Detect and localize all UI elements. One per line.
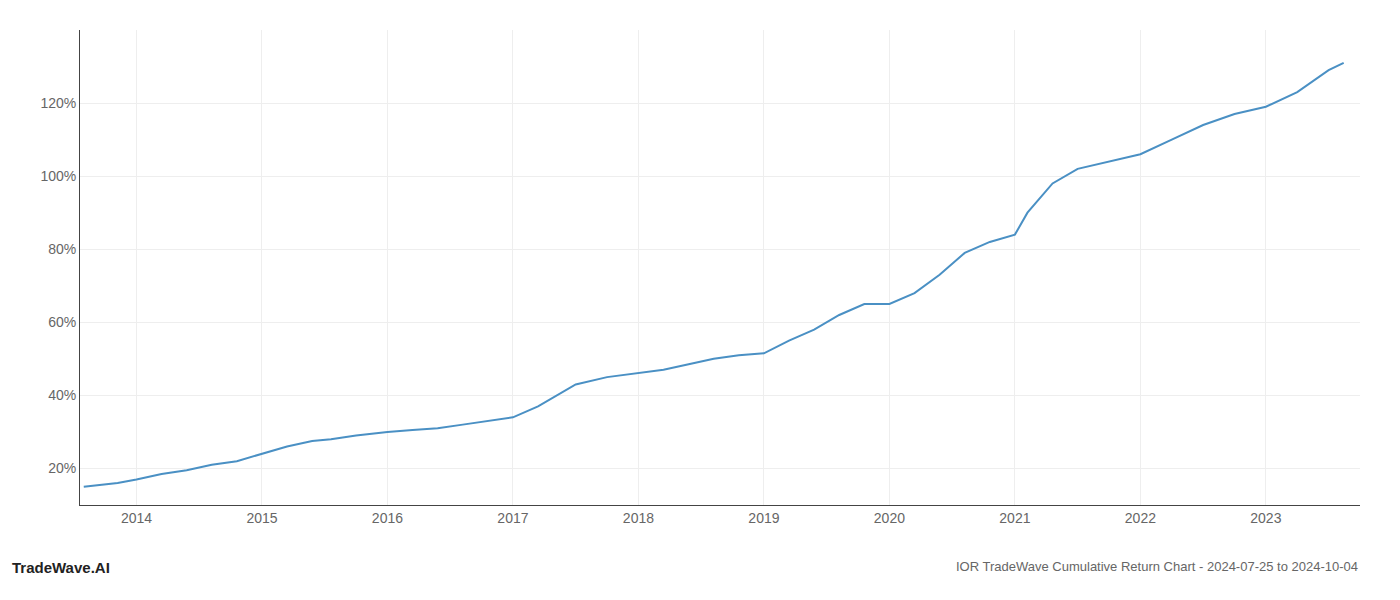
svg-text:IOR TradeWave Cumulative Retur: IOR TradeWave Cumulative Return Chart - …: [956, 559, 1358, 574]
svg-text:2017: 2017: [497, 510, 528, 526]
svg-text:TradeWave.AI: TradeWave.AI: [12, 559, 110, 576]
svg-text:20%: 20%: [48, 460, 76, 476]
svg-text:2015: 2015: [246, 510, 277, 526]
svg-text:100%: 100%: [40, 168, 76, 184]
svg-text:2019: 2019: [748, 510, 779, 526]
svg-text:2018: 2018: [623, 510, 654, 526]
svg-text:2021: 2021: [999, 510, 1030, 526]
svg-text:2020: 2020: [874, 510, 905, 526]
svg-text:2014: 2014: [121, 510, 152, 526]
svg-text:2016: 2016: [372, 510, 403, 526]
svg-text:120%: 120%: [40, 95, 76, 111]
svg-text:40%: 40%: [48, 387, 76, 403]
svg-text:2022: 2022: [1125, 510, 1156, 526]
svg-text:80%: 80%: [48, 241, 76, 257]
svg-text:2023: 2023: [1250, 510, 1281, 526]
svg-text:60%: 60%: [48, 314, 76, 330]
